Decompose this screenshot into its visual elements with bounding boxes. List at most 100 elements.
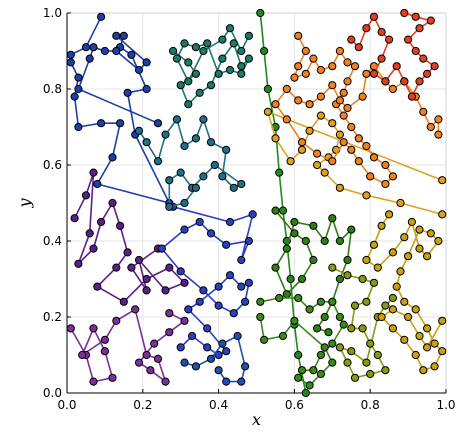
data-point (222, 377, 231, 386)
data-point (434, 236, 443, 246)
data-point (271, 134, 280, 143)
data-point (362, 24, 371, 33)
data-point (244, 278, 253, 287)
data-point (89, 43, 98, 52)
data-point (369, 153, 379, 162)
data-point (191, 43, 200, 52)
data-point (214, 69, 223, 78)
data-point (294, 293, 303, 303)
data-point (309, 54, 318, 63)
data-point (191, 69, 200, 78)
data-point (275, 293, 284, 303)
data-point (89, 244, 98, 253)
y-tick-label: 0.6 (43, 158, 62, 172)
data-point (256, 312, 265, 322)
data-point (328, 157, 337, 166)
data-point (97, 217, 106, 227)
data-point (229, 309, 238, 318)
data-point (74, 84, 83, 94)
data-point (282, 244, 291, 253)
data-point (411, 12, 420, 21)
series-2 (157, 202, 257, 360)
data-point (438, 316, 447, 325)
data-point (411, 46, 420, 56)
data-point (93, 282, 102, 291)
series-13 (271, 31, 443, 189)
series-line (350, 12, 436, 98)
data-point (294, 373, 303, 382)
data-point (119, 31, 128, 40)
data-point (108, 198, 117, 208)
data-point (134, 65, 144, 75)
data-point (225, 24, 235, 33)
data-point (89, 168, 98, 177)
data-point (108, 373, 117, 382)
data-point (362, 297, 371, 306)
data-point (366, 339, 375, 348)
data-point (184, 305, 193, 314)
data-point (294, 31, 303, 40)
data-point (214, 282, 223, 291)
data-point (214, 301, 223, 310)
data-point (400, 233, 409, 242)
data-point (354, 134, 363, 143)
data-point (116, 221, 125, 230)
data-point (233, 331, 242, 341)
data-point (316, 350, 325, 360)
data-point (244, 236, 253, 246)
data-point (153, 354, 163, 363)
data-point (343, 255, 352, 265)
data-point (339, 111, 348, 120)
data-point (347, 145, 356, 154)
data-point (423, 69, 432, 78)
data-point (404, 35, 413, 44)
data-point (85, 54, 94, 63)
x-tick-label: 0.2 (133, 398, 152, 412)
tick-labels: 0.0 0.2 0.4 0.6 0.8 1.0 0.0 0.2 0.4 0.6 0.8 1.0 (43, 6, 456, 412)
y-tick-label: 0.8 (43, 82, 62, 96)
data-point (400, 297, 409, 306)
data-point (369, 240, 379, 249)
data-point (241, 297, 250, 306)
data-point (297, 138, 307, 147)
data-point (343, 358, 352, 367)
data-point (66, 324, 75, 333)
data-point (350, 373, 360, 382)
data-point (203, 343, 212, 352)
data-point (335, 236, 344, 246)
data-point (237, 282, 246, 291)
data-point (301, 388, 310, 398)
data-point (184, 77, 193, 86)
series-12 (263, 107, 447, 219)
data-point (369, 12, 379, 21)
data-point (358, 274, 367, 284)
data-point (260, 46, 269, 56)
data-point (116, 119, 125, 128)
data-point (381, 179, 390, 189)
data-point (188, 331, 197, 341)
data-point (263, 84, 272, 94)
data-point (142, 58, 151, 67)
data-point (377, 27, 386, 37)
data-point (100, 335, 110, 344)
data-point (419, 54, 428, 63)
data-point (362, 255, 371, 265)
data-point (388, 84, 397, 94)
data-point (275, 168, 284, 177)
data-point (290, 316, 299, 325)
data-point (438, 210, 447, 219)
data-point (176, 81, 185, 90)
data-point (89, 324, 98, 333)
data-point (426, 229, 435, 238)
data-point (388, 305, 397, 314)
data-point (89, 377, 98, 386)
data-point (237, 46, 246, 56)
y-tick-label: 0.2 (43, 310, 62, 324)
data-point (191, 134, 200, 143)
data-point (214, 366, 223, 375)
data-point (430, 62, 439, 71)
data-point (335, 96, 344, 105)
x-tick-label: 0.8 (361, 398, 380, 412)
data-point (366, 172, 375, 181)
data-point (385, 35, 394, 44)
